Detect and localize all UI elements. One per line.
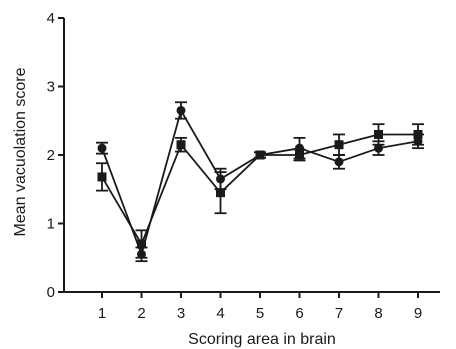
x-tick-label: 9 [414,305,422,322]
series-line [101,108,419,258]
data-point [295,150,304,160]
x-axis-label: Scoring area in brain [188,331,336,348]
x-tick-label: 7 [335,305,343,322]
x-tick-label: 4 [216,305,224,322]
y-axis-label: Mean vacuolation score [12,67,29,236]
data-point [176,105,186,115]
x-tick-label: 6 [295,305,303,322]
x-tick-label: 5 [256,305,264,322]
data-point [374,143,383,153]
y-tick-label: 2 [47,147,55,164]
y-tick-label: 1 [47,216,55,233]
data-point [216,188,225,198]
series-1 [96,101,424,263]
data-point [176,140,186,150]
series-layer [96,101,424,263]
y-tick-label: 0 [47,284,55,301]
x-tick-label: 3 [177,305,185,322]
data-point [334,140,344,150]
y-tick-label: 3 [47,79,55,96]
data-point [97,143,107,153]
data-point [413,129,423,139]
x-tick-label: 8 [374,305,382,322]
data-point [137,239,146,249]
y-tick-label: 4 [47,10,55,27]
data-point [374,129,383,139]
data-point [334,157,344,167]
x-tick-label: 2 [137,305,145,322]
series-2 [96,123,424,259]
data-point [97,172,107,182]
data-point [255,150,265,160]
x-tick-label: 1 [98,305,106,322]
axes: 0 1 2 3 4 1 2 3 4 5 6 7 8 9 [47,10,440,322]
